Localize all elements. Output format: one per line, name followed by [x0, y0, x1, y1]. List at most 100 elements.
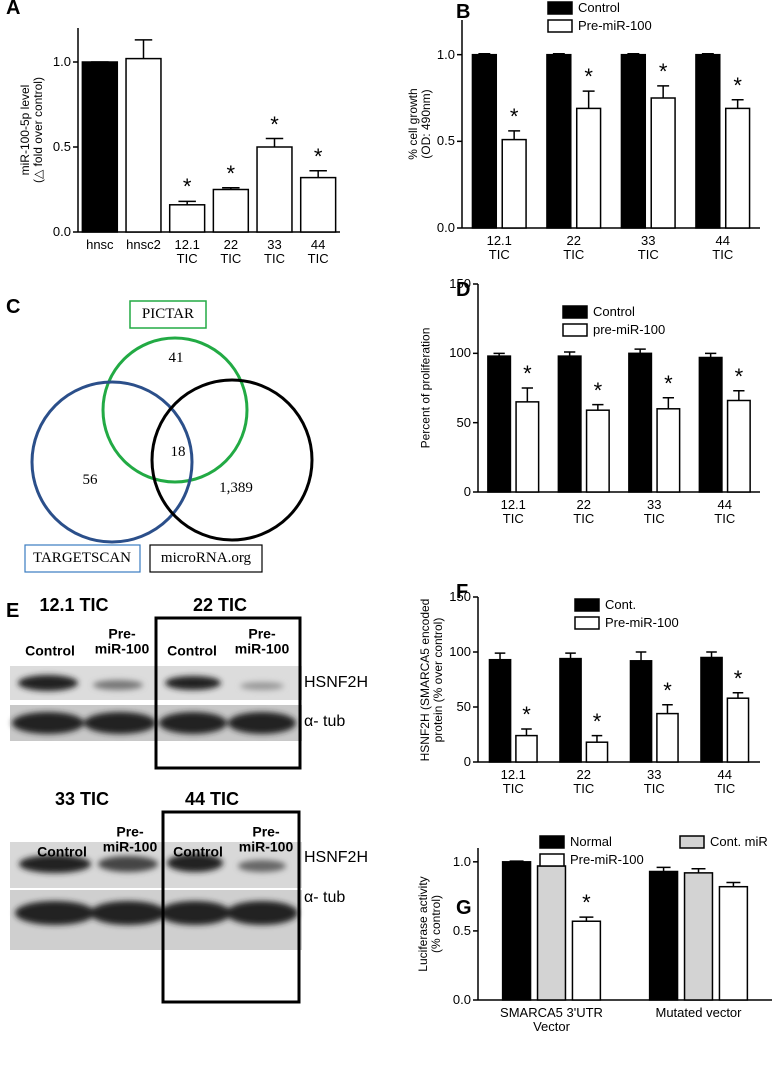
band [90, 901, 166, 925]
significance-marker: * [582, 889, 591, 915]
band [226, 901, 298, 925]
significance-marker: * [584, 63, 593, 89]
bar [501, 138, 527, 229]
venn-count: 56 [82, 471, 98, 488]
lane-label: Control [25, 642, 75, 659]
legend-swatch [679, 835, 705, 849]
error-bar [521, 387, 533, 402]
band [98, 856, 158, 872]
legend-swatch [539, 835, 565, 849]
error-bar [726, 881, 741, 887]
error-bar [591, 734, 603, 743]
error-bar [662, 396, 674, 409]
error-bar [592, 403, 604, 411]
legend-swatch [547, 1, 573, 15]
bar [487, 355, 512, 493]
error-bar [732, 691, 744, 699]
band [238, 860, 286, 872]
bar [726, 697, 750, 763]
significance-marker: * [523, 360, 532, 386]
lane-label: Pre- miR-100 [94, 625, 150, 657]
error-bar [656, 866, 671, 872]
venn-set-label: microRNA.org [160, 549, 252, 566]
lane-label: Pre- miR-100 [238, 823, 294, 855]
legend-label: Cont. miR [710, 833, 768, 849]
x-tick-label: 12.1 TIC [500, 767, 526, 797]
y-axis-label: % cell growth (OD: 490nm) [405, 88, 433, 160]
legend-swatch [574, 598, 600, 612]
lane-label: Pre- miR-100 [102, 823, 158, 855]
venn-circle [101, 336, 249, 484]
band [19, 855, 91, 873]
error-bar [509, 860, 524, 862]
legend-swatch [562, 305, 588, 319]
bar [656, 408, 681, 493]
error-bar [579, 916, 594, 922]
x-tick-label: Mutated vector [655, 1005, 742, 1020]
y-tick-label: 1.0 [436, 46, 455, 62]
panel-label: D [456, 279, 471, 301]
y-tick-label: 0.0 [52, 223, 71, 239]
bar [695, 53, 721, 229]
legend-label: Pre-miR-100 [570, 851, 644, 867]
significance-marker: * [733, 665, 743, 691]
y-tick-label: 0 [463, 753, 471, 769]
band [93, 680, 143, 690]
y-tick-label: 0.0 [436, 219, 455, 235]
panel-label: G [456, 897, 472, 919]
error-bar [493, 352, 505, 357]
bar [471, 53, 498, 229]
venn-count: 18 [170, 443, 186, 460]
band [18, 675, 78, 691]
error-bar [627, 53, 640, 55]
legend-label: Normal [570, 833, 612, 849]
y-tick-label: 0.0 [452, 991, 471, 1007]
error-bar [508, 130, 521, 140]
error-bar [582, 90, 595, 109]
band [165, 676, 221, 690]
legend-swatch [574, 616, 600, 630]
bar [212, 188, 250, 233]
bar [299, 176, 337, 233]
error-bar [731, 98, 744, 109]
venn-label-box [149, 544, 263, 573]
bar [628, 352, 653, 493]
venn-count: 41 [168, 349, 184, 366]
significance-marker: * [733, 72, 742, 98]
bar [125, 57, 162, 233]
legend-label: Control [593, 303, 635, 319]
blot-box [154, 616, 302, 770]
y-tick-label: 100 [449, 345, 471, 361]
significance-marker: * [182, 174, 192, 200]
venn-count: 1,389 [219, 479, 253, 496]
x-tick-label: 33 TIC [643, 497, 665, 527]
venn-label-box [24, 544, 141, 573]
legend-label: pre-miR-100 [593, 321, 666, 337]
significance-marker: * [226, 160, 236, 186]
y-tick-label: 0.5 [436, 133, 455, 149]
y-tick-label: 50 [456, 698, 471, 714]
blot-box [161, 810, 301, 1004]
bar [488, 658, 512, 763]
panel-label: E [6, 600, 20, 622]
band-label: α- tub [304, 889, 346, 907]
y-tick-label: 0 [463, 483, 471, 499]
error-bar [552, 53, 565, 55]
lane-label: Control [37, 843, 87, 860]
legend-swatch [547, 19, 573, 33]
error-bar [634, 348, 646, 354]
error-bar [635, 651, 647, 661]
error-bar [309, 170, 327, 178]
x-tick-label: 33 TIC [264, 237, 285, 267]
band [84, 712, 156, 734]
significance-marker: * [734, 363, 744, 389]
bar [515, 734, 538, 763]
bar [656, 712, 679, 763]
error-bar [222, 187, 240, 190]
blot-title: 33 TIC [54, 789, 110, 810]
x-tick-label: 12.1 TIC [500, 497, 526, 527]
x-tick-label: hnsc2 [126, 237, 161, 252]
bar [559, 657, 582, 763]
